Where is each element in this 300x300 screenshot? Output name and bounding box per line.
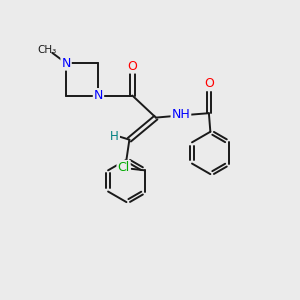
- Text: N: N: [94, 89, 103, 102]
- Text: N: N: [61, 57, 71, 70]
- Text: H: H: [110, 130, 119, 143]
- Text: Cl: Cl: [118, 161, 130, 174]
- Text: CH₃: CH₃: [37, 45, 57, 55]
- Text: O: O: [128, 60, 137, 73]
- Text: O: O: [204, 77, 214, 90]
- Text: NH: NH: [172, 108, 190, 121]
